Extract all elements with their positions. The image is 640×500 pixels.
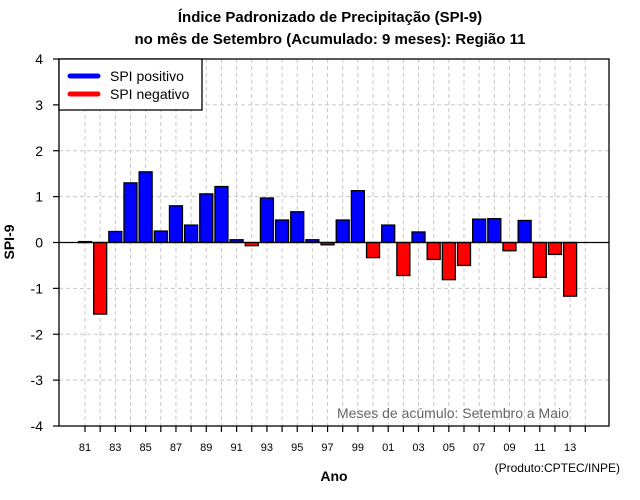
bar-2002	[396, 241, 411, 277]
bar-1993	[259, 197, 275, 244]
bar-2006	[456, 241, 472, 267]
bar-2010	[517, 219, 532, 244]
y-tick-label: -2	[31, 326, 44, 342]
x-tick-label: 93	[261, 442, 273, 454]
bar-1982	[93, 241, 108, 315]
x-tick-label: 13	[564, 442, 576, 454]
bar-2007	[472, 218, 487, 244]
accumulation-note: Meses de acúmulo: Setembro a Maio	[337, 405, 569, 421]
bar-2008	[487, 217, 502, 244]
x-tick-label: 01	[382, 442, 394, 454]
bar-1990	[214, 185, 229, 244]
bar-2013	[562, 241, 578, 297]
bar-2001	[381, 224, 396, 244]
bar-1986	[153, 230, 168, 244]
bar-2012	[547, 241, 563, 256]
legend-label-positive: SPI positivo	[110, 68, 184, 84]
y-tick-label: 1	[35, 189, 43, 205]
bar-1988	[183, 224, 199, 244]
y-tick-label: -1	[31, 280, 44, 296]
x-tick-label: 97	[321, 442, 333, 454]
bar-1985	[138, 171, 153, 244]
bar-2009	[502, 241, 517, 252]
bar-1983	[108, 230, 123, 244]
bar-1984	[123, 182, 138, 244]
x-tick-label: 81	[79, 442, 91, 454]
bar-1995	[290, 211, 305, 244]
y-axis-title: SPI-9	[1, 224, 17, 259]
bar-1999	[350, 190, 366, 244]
y-tick-label: -3	[31, 372, 44, 388]
x-tick-label: 87	[170, 442, 182, 454]
x-tick-label: 91	[230, 442, 242, 454]
x-tick-label: 07	[473, 442, 485, 454]
x-tick-label: 85	[140, 442, 152, 454]
y-tick-label: -4	[31, 418, 44, 434]
y-tick-label: 4	[35, 51, 43, 67]
legend: SPI positivo SPI negativo	[58, 58, 203, 111]
bar-2000	[365, 241, 381, 259]
bar-2005	[441, 241, 456, 281]
bar-1989	[199, 193, 214, 244]
x-tick-label: 89	[200, 442, 212, 454]
product-credit: (Produto:CPTEC/INPE)	[495, 461, 620, 475]
x-axis-title: Ano	[320, 468, 347, 484]
legend-label-negative: SPI negativo	[110, 86, 190, 102]
x-tick-label: 03	[412, 442, 424, 454]
legend-box	[58, 58, 203, 111]
x-tick-label: 83	[109, 442, 121, 454]
bar-1987	[168, 205, 184, 244]
x-tick-label: 95	[291, 442, 303, 454]
x-tick-label: 11	[534, 442, 545, 454]
bar-2004	[426, 241, 441, 261]
y-tick-label: 2	[35, 143, 43, 159]
chart-title-line-2: no mês de Setembro (Acumulado: 9 meses):…	[135, 31, 526, 48]
bar-1994	[274, 219, 290, 244]
bar-2011	[532, 241, 547, 279]
x-tick-label: 05	[443, 442, 455, 454]
chart-title-line-1: Índice Padronizado de Precipitação (SPI-…	[178, 9, 482, 26]
y-tick-label: 0	[35, 235, 43, 251]
x-tick-label: 99	[352, 442, 364, 454]
bars	[77, 171, 578, 315]
y-tick-label: 3	[35, 97, 43, 113]
bar-2003	[411, 231, 426, 244]
bar-1998	[335, 219, 350, 244]
x-tick-label: 09	[503, 442, 515, 454]
